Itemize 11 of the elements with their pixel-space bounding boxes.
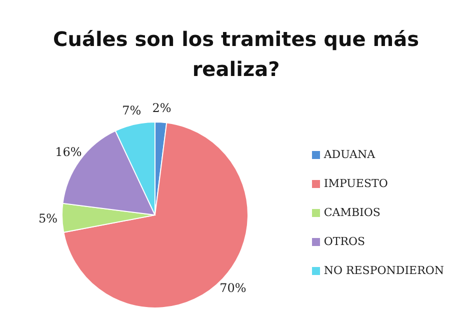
legend-label: ADUANA xyxy=(324,148,376,161)
data-label: 2% xyxy=(152,101,172,116)
data-label: 5% xyxy=(38,211,58,226)
data-label: 70% xyxy=(220,281,246,296)
legend-label: IMPUESTO xyxy=(324,177,388,190)
chart-title: Cuáles son los tramites que más realiza? xyxy=(52,26,420,83)
legend-label: NO RESPONDIERON xyxy=(324,264,444,277)
legend-label: OTROS xyxy=(324,235,366,248)
data-label: 7% xyxy=(122,104,142,118)
data-label: 16% xyxy=(55,145,82,160)
legend-label: CAMBIOS xyxy=(324,206,380,219)
